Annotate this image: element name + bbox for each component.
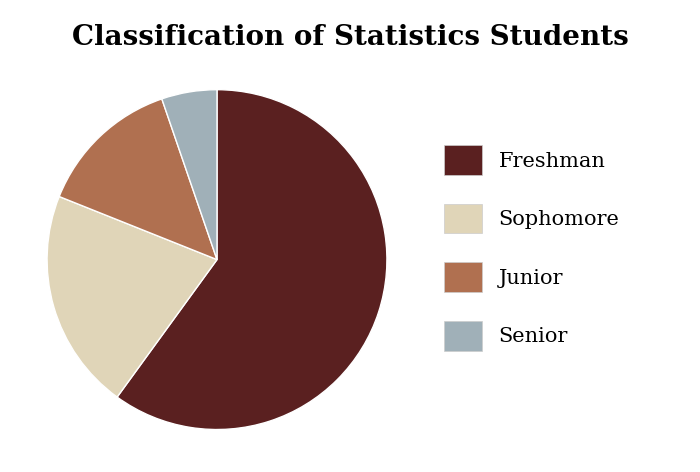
Wedge shape <box>117 90 387 430</box>
Wedge shape <box>47 196 217 397</box>
Wedge shape <box>162 90 217 260</box>
Legend: Freshman, Sophomore, Junior, Senior: Freshman, Sophomore, Junior, Senior <box>444 145 620 351</box>
Wedge shape <box>60 99 217 260</box>
Text: Classification of Statistics Students: Classification of Statistics Students <box>71 24 629 51</box>
